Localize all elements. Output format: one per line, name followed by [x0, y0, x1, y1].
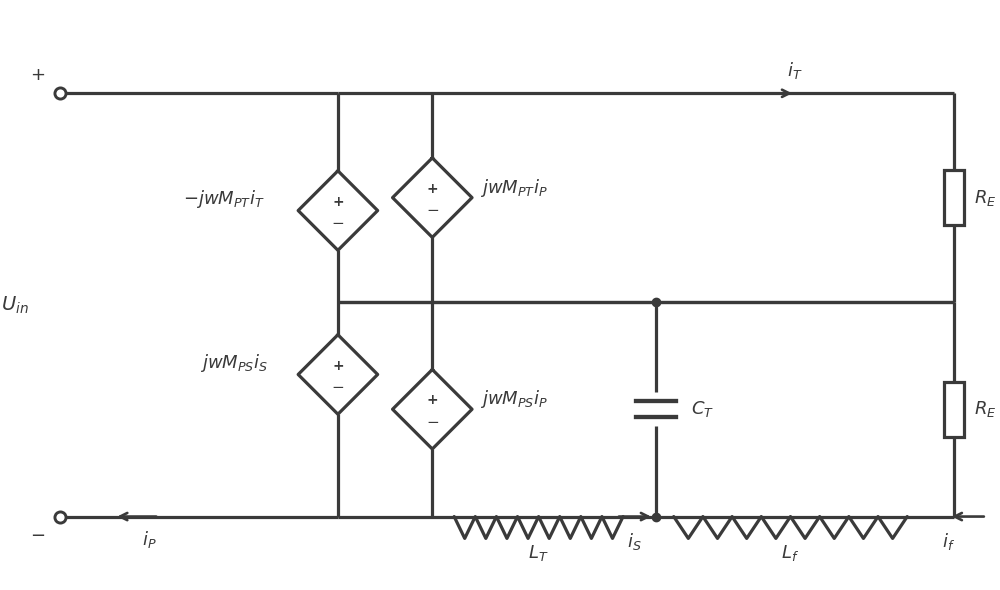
- Text: $R_E$: $R_E$: [974, 188, 997, 208]
- Text: +: +: [332, 195, 344, 209]
- Bar: [944, 382, 964, 437]
- Text: +: +: [332, 359, 344, 372]
- Text: $L_T$: $L_T$: [528, 543, 549, 563]
- Text: $-$: $-$: [426, 412, 439, 428]
- Text: $-$: $-$: [331, 214, 344, 229]
- Text: $jwM_{PS}i_S$: $jwM_{PS}i_S$: [200, 352, 268, 373]
- Text: $-$: $-$: [30, 526, 45, 543]
- Text: $i_S$: $i_S$: [627, 531, 641, 552]
- Text: $-jwM_{PT}i_T$: $-jwM_{PT}i_T$: [183, 188, 264, 209]
- Text: $C_T$: $C_T$: [691, 399, 714, 419]
- Text: $U_{in}$: $U_{in}$: [1, 294, 29, 316]
- Text: $i_f$: $i_f$: [942, 531, 955, 552]
- Text: $i_T$: $i_T$: [787, 60, 803, 81]
- Text: $-$: $-$: [426, 201, 439, 216]
- Text: $R_E$: $R_E$: [974, 399, 997, 419]
- Text: $-$: $-$: [331, 378, 344, 393]
- Text: $L_f$: $L_f$: [781, 543, 799, 563]
- Bar: [944, 171, 964, 225]
- Text: $i_P$: $i_P$: [142, 529, 156, 550]
- Text: +: +: [426, 394, 438, 407]
- Text: $jwM_{PT}i_P$: $jwM_{PT}i_P$: [480, 176, 548, 199]
- Text: +: +: [426, 182, 438, 196]
- Text: +: +: [30, 67, 45, 84]
- Text: $jwM_{PS}i_P$: $jwM_{PS}i_P$: [480, 388, 548, 410]
